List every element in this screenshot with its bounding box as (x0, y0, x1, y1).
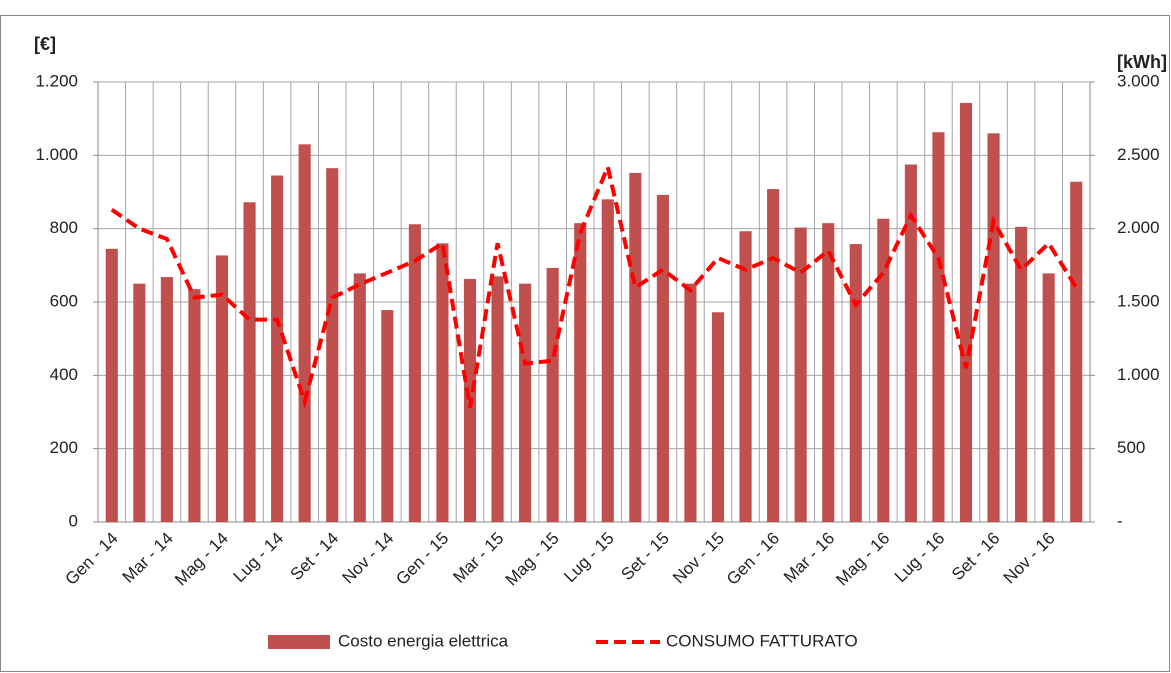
x-tick-label: Gen - 16 (723, 529, 783, 589)
bar (188, 289, 201, 522)
y-tick-label: 0 (69, 511, 78, 530)
bar (822, 223, 835, 522)
bar (491, 276, 504, 522)
x-tick-group: Nov - 15 (669, 529, 728, 588)
bar (904, 164, 917, 522)
x-tick-label: Mag - 14 (171, 529, 232, 590)
x-tick-label: Mar - 14 (119, 529, 177, 587)
x-tick-label: Set - 16 (948, 529, 1004, 585)
bar (243, 202, 256, 522)
x-tick-label: Mag - 15 (502, 529, 563, 590)
legend-label: Costo energia elettrica (338, 631, 509, 650)
x-tick-group: Gen - 15 (392, 529, 452, 589)
x-tick-group: Nov - 14 (338, 529, 397, 588)
bar (767, 189, 780, 523)
x-tick-group: Set - 14 (287, 529, 343, 585)
bar (574, 223, 587, 522)
bar (629, 172, 642, 522)
y-tick-label: 800 (50, 218, 78, 237)
bar (1042, 273, 1055, 522)
x-tick-label: Nov - 16 (1000, 529, 1059, 588)
y-tick-label: 600 (50, 291, 78, 310)
y2-tick-label: 3.000 (1117, 71, 1160, 90)
x-tick-group: Mag - 14 (171, 529, 232, 590)
bar (739, 231, 752, 522)
x-tick-group: Mag - 15 (502, 529, 563, 590)
bar (381, 310, 394, 522)
bar (271, 175, 284, 522)
y2-tick-label: 1.000 (1117, 365, 1160, 384)
y2-tick-label: 2.500 (1117, 145, 1160, 164)
y2-tick-label: - (1117, 511, 1123, 530)
y-tick-label: 400 (50, 365, 78, 384)
y2-tick-label: 1.500 (1117, 291, 1160, 310)
x-tick-label: Gen - 14 (62, 529, 122, 589)
bar (105, 248, 118, 523)
bar (519, 283, 532, 522)
bar (987, 133, 1000, 523)
x-tick-label: Nov - 14 (338, 529, 397, 588)
x-tick-label: Set - 14 (287, 529, 343, 585)
x-tick-group: Set - 15 (617, 529, 673, 585)
line (110, 160, 1078, 409)
chart-frame (0, 15, 1170, 672)
bar (408, 224, 421, 522)
x-tick-group: Lug - 15 (560, 529, 618, 587)
x-tick-group: Mar - 15 (449, 529, 507, 587)
x-tick-label: Set - 15 (617, 529, 673, 585)
bar (601, 199, 614, 523)
x-tick-label: Mar - 16 (780, 529, 838, 587)
bar (160, 277, 173, 522)
bar (932, 132, 945, 522)
bar (298, 144, 311, 523)
x-tick-label: Nov - 15 (669, 529, 728, 588)
x-tick-group: Set - 16 (948, 529, 1004, 585)
legend-label: CONSUMO FATTURATO (666, 631, 858, 650)
bar (794, 227, 807, 523)
bar (133, 283, 146, 522)
y2-tick-label: 2.000 (1117, 218, 1160, 237)
x-tick-group: Lug - 14 (230, 529, 288, 587)
x-tick-group: Nov - 16 (1000, 529, 1059, 588)
y-tick-label: 1.200 (35, 71, 78, 90)
bar (1015, 226, 1028, 523)
bar (959, 102, 973, 523)
bar (711, 312, 725, 522)
y-axis-title: [€] (34, 34, 56, 54)
bar (849, 244, 862, 523)
x-tick-label: Lug - 14 (230, 529, 288, 587)
x-tick-group: Mar - 16 (780, 529, 838, 587)
bar (877, 218, 890, 522)
y-tick-label: 1.000 (35, 145, 78, 164)
x-tick-group: Lug - 16 (891, 529, 949, 587)
x-tick-label: Lug - 15 (560, 529, 618, 587)
x-tick-group: Gen - 16 (723, 529, 783, 589)
bar (215, 255, 229, 522)
x-tick-group: Gen - 14 (62, 529, 122, 589)
y2-tick-label: 500 (1117, 438, 1145, 457)
bar (436, 243, 449, 523)
y2-axis-title: [kWh] (1117, 52, 1167, 72)
bar (656, 194, 669, 522)
bar (546, 267, 559, 522)
bar (353, 273, 366, 522)
bar (684, 283, 697, 522)
x-tick-label: Gen - 15 (392, 529, 452, 589)
x-tick-label: Mar - 15 (449, 529, 507, 587)
bar (1070, 181, 1083, 522)
bar (326, 168, 339, 522)
x-tick-group: Mag - 16 (832, 529, 893, 590)
legend-swatch (268, 635, 330, 649)
x-tick-label: Lug - 16 (891, 529, 949, 587)
y-tick-label: 200 (50, 438, 78, 457)
x-tick-group: Mar - 14 (119, 529, 177, 587)
x-tick-label: Mag - 16 (832, 529, 893, 590)
